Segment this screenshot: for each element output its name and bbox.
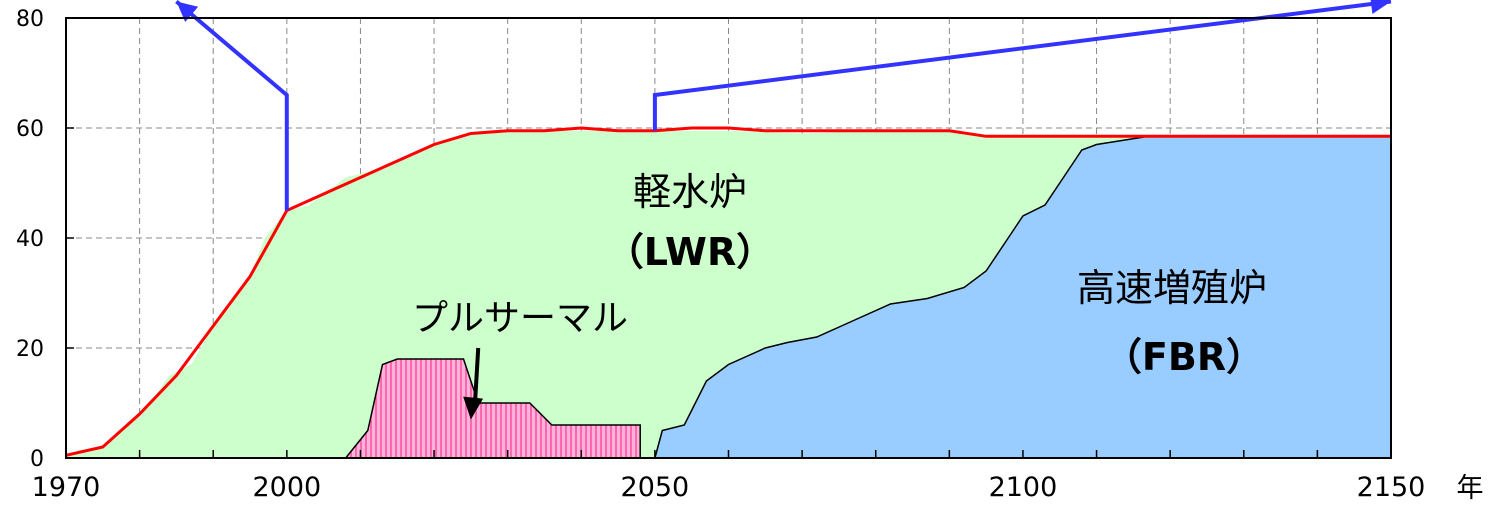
- scenario-arrowhead-1: [176, 1, 199, 23]
- label-pluthermal: プルサーマル: [412, 298, 628, 339]
- label-lwr-name: 軽水炉: [633, 170, 747, 214]
- y-tick-label: 40: [16, 227, 44, 252]
- x-tick-label: 2100: [989, 472, 1058, 503]
- capacity-lines: [65, 0, 1392, 457]
- total-capacity-line: [65, 126, 1391, 457]
- label-lwr-abbr: （LWR）: [606, 230, 774, 274]
- x-tick-label: 2050: [621, 472, 690, 503]
- area-fbr: [653, 135, 1392, 459]
- scenario-line-2: [652, 0, 1392, 131]
- pluthermal-pointer: [472, 347, 481, 406]
- y-tick-label: 60: [16, 117, 44, 142]
- area-series: [66, 130, 1392, 459]
- y-tick-label: 0: [30, 447, 44, 472]
- axes: 1970 2000 2050 2100 2150 0 20 40 60 80: [16, 7, 1425, 503]
- scenario-line-1: [175, 0, 289, 211]
- x-tick-label: 1970: [32, 472, 101, 503]
- pluthermal-pointer-head: [463, 396, 484, 420]
- x-tick-label: 2000: [252, 472, 321, 503]
- scenario-arrowhead-2: [1370, 0, 1391, 14]
- y-tick-label: 20: [16, 337, 44, 362]
- label-fbr-abbr: （FBR）: [1104, 335, 1264, 379]
- x-tick-label: 2150: [1357, 472, 1426, 503]
- y-tick-label: 80: [16, 7, 44, 32]
- x-axis-unit: 年: [1457, 473, 1484, 504]
- label-fbr-name: 高速増殖炉: [1077, 266, 1267, 310]
